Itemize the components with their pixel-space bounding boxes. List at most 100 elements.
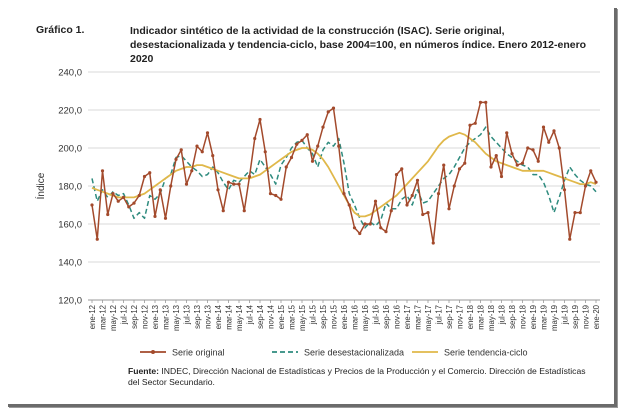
data-point-original: [478, 100, 483, 104]
data-point-original: [531, 148, 535, 152]
data-point-original: [263, 150, 267, 154]
data-point-original: [95, 237, 99, 241]
data-point-original: [442, 163, 446, 167]
x-tick-label: sep-16: [382, 305, 391, 329]
data-point-original: [410, 193, 414, 198]
x-tick-label: may-16: [361, 305, 370, 331]
data-point-original: [505, 131, 509, 135]
data-point-original: [205, 131, 210, 135]
x-tick-label: ene-17: [403, 305, 412, 329]
x-tick-label: jul-17: [435, 305, 444, 325]
data-point-original: [568, 237, 572, 241]
data-point-original: [426, 211, 430, 215]
data-point-original: [326, 110, 330, 114]
x-tick-label: jul-15: [309, 304, 318, 325]
data-point-original: [405, 203, 409, 207]
x-tick-label: nov-19: [582, 305, 591, 329]
data-point-original: [583, 184, 588, 188]
x-tick-label: nov-18: [519, 305, 528, 329]
data-point-original: [237, 182, 241, 186]
data-point-original: [316, 144, 320, 148]
data-point-original: [447, 207, 451, 211]
data-point-original: [431, 241, 435, 245]
data-point-original: [352, 226, 357, 230]
data-point-original: [232, 182, 236, 186]
x-tick-label: ene-18: [466, 305, 475, 329]
data-point-original: [184, 182, 189, 186]
data-point-original: [268, 192, 273, 196]
x-tick-label: mar-16: [351, 305, 360, 330]
data-point-original: [289, 155, 294, 160]
x-tick-label: sep-19: [571, 305, 580, 329]
data-point-original: [389, 209, 393, 213]
data-point-original: [363, 222, 367, 226]
data-point-original: [499, 174, 504, 179]
x-tick-label: sep-13: [193, 305, 202, 329]
data-point-original: [100, 169, 105, 173]
data-point-original: [284, 165, 288, 169]
data-point-original: [578, 211, 582, 215]
source-label: Fuente:: [128, 366, 160, 376]
data-point-original: [484, 100, 488, 104]
data-point-original: [247, 174, 252, 179]
x-tick-label: nov-12: [141, 305, 150, 329]
data-point-original: [468, 123, 472, 127]
series-line-original: [91, 101, 597, 244]
data-point-original: [489, 165, 493, 169]
x-tick-label: jul-14: [246, 304, 255, 325]
x-tick-label: ene-14: [214, 304, 223, 329]
data-point-original: [520, 161, 525, 165]
data-point-original: [494, 154, 498, 158]
data-point-original: [106, 212, 110, 217]
x-tick-label: jul-19: [561, 305, 570, 325]
data-point-original: [195, 144, 199, 148]
data-point-original: [452, 184, 456, 188]
data-point-original: [384, 230, 388, 234]
data-point-original: [526, 146, 530, 150]
x-tick-label: ene-19: [529, 305, 538, 329]
y-axis-label: Índice: [34, 172, 47, 199]
x-tick-label: sep-15: [319, 304, 328, 329]
data-point-original: [321, 125, 325, 129]
y-tick-label: 200,0: [58, 144, 82, 155]
x-tick-label: jul-16: [372, 305, 381, 325]
x-tick-label: sep-14: [256, 304, 265, 329]
data-point-original: [242, 209, 246, 213]
data-point-original: [415, 178, 420, 182]
data-point-original: [116, 199, 120, 203]
x-tick-label: sep-17: [445, 305, 454, 329]
data-point-original: [274, 193, 278, 198]
data-point-original: [200, 150, 204, 154]
y-tick-label: 240,0: [58, 68, 82, 79]
data-point-original: [158, 188, 162, 192]
x-tick-label: ene-15: [277, 304, 286, 329]
data-point-original: [373, 199, 378, 203]
x-tick-label: ene-16: [340, 305, 349, 329]
data-point-original: [127, 205, 131, 209]
data-point-original: [295, 142, 299, 146]
data-point-original: [174, 157, 178, 161]
x-tick-label: nov-15: [330, 304, 339, 329]
data-point-original: [169, 184, 173, 188]
data-point-original: [258, 117, 262, 122]
figure-label: Gráfico 1.: [36, 24, 85, 36]
y-tick-label: 220,0: [58, 106, 82, 117]
source-text: INDEC, Dirección Nacional de Estadística…: [128, 366, 586, 387]
data-point-original: [394, 173, 399, 177]
x-tick-label: mar-17: [414, 305, 423, 330]
data-point-original: [163, 216, 168, 220]
data-point-original: [573, 211, 577, 215]
data-point-original: [211, 154, 215, 158]
data-point-original: [552, 129, 556, 133]
data-point-original: [379, 226, 383, 230]
x-tick-label: sep-12: [130, 305, 139, 329]
data-point-original: [562, 188, 567, 192]
data-point-original: [148, 171, 152, 175]
data-point-original: [305, 133, 309, 137]
y-tick-label: 180,0: [58, 182, 82, 193]
data-point-original: [226, 180, 231, 184]
x-tick-label: mar-18: [477, 305, 486, 330]
x-tick-label: may-12: [109, 305, 118, 331]
y-tick-label: 160,0: [58, 220, 82, 231]
